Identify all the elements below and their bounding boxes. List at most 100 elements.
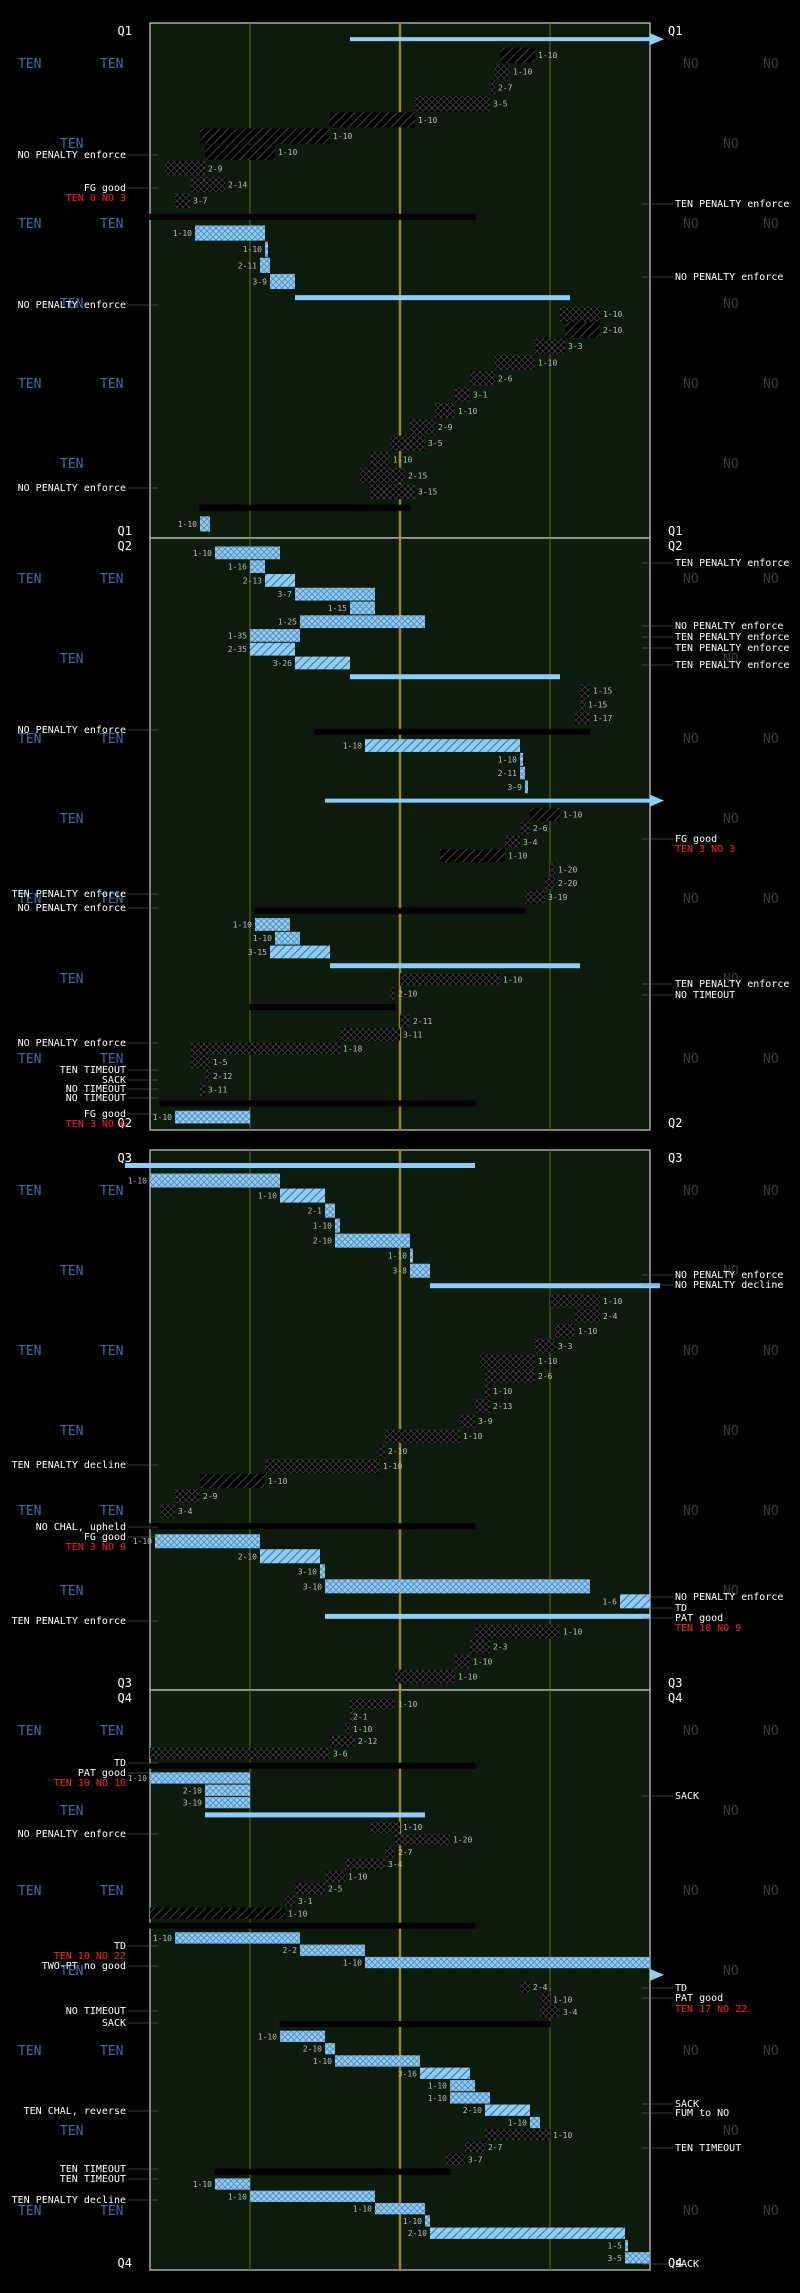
- q1-play-25-down-label: 2-9: [438, 423, 453, 432]
- q2-play-34-kick: [249, 1004, 396, 1011]
- watermark-team-left: TEN: [18, 1884, 41, 1899]
- q4-left-note-9: SACK: [102, 2018, 126, 2029]
- q1-play-25-bar: [410, 419, 435, 435]
- q1-play-28-bar: [360, 467, 405, 484]
- q3-right-note-4: TD: [675, 1603, 687, 1614]
- q2-play-28-bar: [255, 918, 290, 931]
- q1-play-6-down-label: 1-10: [418, 116, 437, 125]
- q1-play-26-down-label: 3-5: [428, 439, 443, 448]
- q3-play-32-down-label: 1-10: [563, 1627, 582, 1636]
- q3-play-21-down-label: 1-10: [383, 1462, 402, 1471]
- q3-play-20-down-label: 2-10: [388, 1447, 407, 1456]
- q3-play-26-down-label: 1-10: [133, 1537, 152, 1546]
- watermark-team-right: NO: [763, 1052, 779, 1067]
- q4-right-note-8: SACK: [675, 2259, 699, 2270]
- q4-label-left-bottom: Q4: [118, 2256, 132, 2270]
- q3-play-30-down-label: 1-6: [603, 1597, 618, 1606]
- q2-play-23-down-label: 1-10: [508, 852, 527, 861]
- q4-play-36-bar: [485, 2129, 550, 2141]
- q3-play-13-down-label: 3-3: [558, 1342, 573, 1351]
- q4-play-5-bar: [150, 1747, 330, 1760]
- q1-right-note-1: TEN PENALTY enforce: [675, 199, 789, 210]
- q4-play-3-bar: [345, 1723, 350, 1735]
- q1-play-6-bar: [330, 112, 415, 128]
- q4-play-8-down-label: 2-10: [183, 1786, 202, 1795]
- q3-play-27-down-label: 2-10: [238, 1552, 257, 1561]
- q2-play-6-bar: [300, 615, 425, 629]
- q2-left-note-3: NO PENALTY enforce: [18, 903, 126, 914]
- q2-play-11-bar: [580, 684, 590, 697]
- q4-play-24-bar: [520, 1981, 530, 1993]
- q1-left-note-5: NO PENALTY enforce: [18, 483, 126, 494]
- q1-play-13-bar: [195, 225, 265, 241]
- q3-play-33-down-label: 2-3: [493, 1642, 508, 1651]
- q2-right-note-1: TEN PENALTY enforce: [675, 558, 789, 569]
- q2-play-32-bar: [400, 973, 500, 986]
- q1-play-2-bar: [500, 47, 535, 63]
- q2-play-37-bar: [190, 1041, 340, 1055]
- q2-play-8-bar: [250, 642, 295, 656]
- q3-play-7-down-label: 1-10: [388, 1252, 407, 1261]
- q4-play-46-bar: [625, 2252, 650, 2264]
- q4-play-22-bar: [365, 1956, 650, 1969]
- q2-play-6-down-label: 1-25: [278, 618, 297, 627]
- q3-play-35-down-label: 1-10: [458, 1672, 477, 1681]
- q2-right-note-9: NO TIMEOUT: [675, 990, 735, 1001]
- q3-play-34-down-label: 1-10: [473, 1657, 492, 1666]
- q3-left-note-3: FG good: [84, 1532, 126, 1543]
- q4-play-12-bar: [395, 1833, 450, 1846]
- q4-play-25-down-label: 1-10: [553, 1995, 572, 2004]
- q3-play-12-bar: [555, 1323, 575, 1338]
- q2-left-note-8: NO TIMEOUT: [66, 1093, 126, 1104]
- q4-play-14-bar: [345, 1858, 385, 1870]
- q4-left-note-2: PAT good: [78, 1768, 126, 1779]
- q1-play-4-bar: [490, 79, 495, 96]
- q4-play-7-down-label: 1-10: [128, 1774, 147, 1783]
- q4-play-22-down-label: 1-10: [343, 1959, 362, 1968]
- q3-play-29-bar: [325, 1579, 590, 1594]
- q2-right-note-7: TEN 3 NO 3: [675, 844, 735, 855]
- q4-play-8-bar: [205, 1784, 250, 1796]
- watermark-team-right: NO: [683, 2204, 699, 2219]
- q4-left-note-12: TEN TIMEOUT: [60, 2174, 126, 2185]
- watermark-team-right: NO: [723, 1424, 739, 1439]
- q3-play-17-down-label: 2-13: [493, 1402, 512, 1411]
- q2-play-15-down-label: 1-10: [343, 742, 362, 751]
- q2-play-22-down-label: 3-4: [523, 838, 538, 847]
- q2-play-11-down-label: 1-15: [593, 687, 612, 696]
- watermark-team-left: TEN: [18, 892, 41, 907]
- q2-play-9-down-label: 3-26: [273, 659, 292, 668]
- q4-play-37-down-label: 2-7: [488, 2143, 503, 2152]
- q2-play-17-down-label: 2-11: [498, 769, 517, 778]
- watermark-team-right: NO: [763, 2204, 779, 2219]
- q3-play-16-bar: [485, 1383, 490, 1398]
- watermark-team-left: TEN: [60, 1584, 83, 1599]
- q4-play-2-bar: [350, 1710, 353, 1723]
- q1-play-13-down-label: 1-10: [173, 229, 192, 238]
- watermark-team-right: NO: [723, 972, 739, 987]
- q4-play-11-down-label: 1-10: [403, 1823, 422, 1832]
- q3-play-18-bar: [460, 1413, 475, 1429]
- watermark-team-left: TEN: [18, 377, 41, 392]
- q4-play-7-bar: [150, 1772, 250, 1784]
- q2-play-2-bar: [250, 560, 265, 574]
- watermark-team-left: TEN: [100, 892, 123, 907]
- watermark-team-left: TEN: [100, 377, 123, 392]
- q2-left-note-9: FG good: [84, 1109, 126, 1120]
- q1-play-28-down-label: 2-15: [408, 471, 427, 480]
- q2-play-5-down-label: 1-15: [328, 604, 347, 613]
- watermark-team-right: NO: [723, 137, 739, 152]
- q4-label-left-top: Q4: [118, 1691, 132, 1705]
- q3-label-right-top: Q3: [668, 1151, 682, 1165]
- q2-left-note-1: NO PENALTY enforce: [18, 725, 126, 736]
- q1-play-1-arrowhead: [650, 33, 664, 46]
- watermark-team-left: TEN: [100, 2044, 123, 2059]
- q3-play-33-bar: [470, 1639, 490, 1654]
- q4-play-40-down-label: 1-10: [193, 2180, 212, 2189]
- q4-play-34-bar: [485, 2104, 530, 2116]
- q4-play-16-bar: [295, 1883, 325, 1895]
- watermark-team-right: NO: [683, 732, 699, 747]
- q2-play-21-down-label: 2-6: [533, 824, 548, 833]
- q1-play-20-down-label: 3-3: [568, 342, 583, 351]
- watermark-team-right: NO: [683, 1052, 699, 1067]
